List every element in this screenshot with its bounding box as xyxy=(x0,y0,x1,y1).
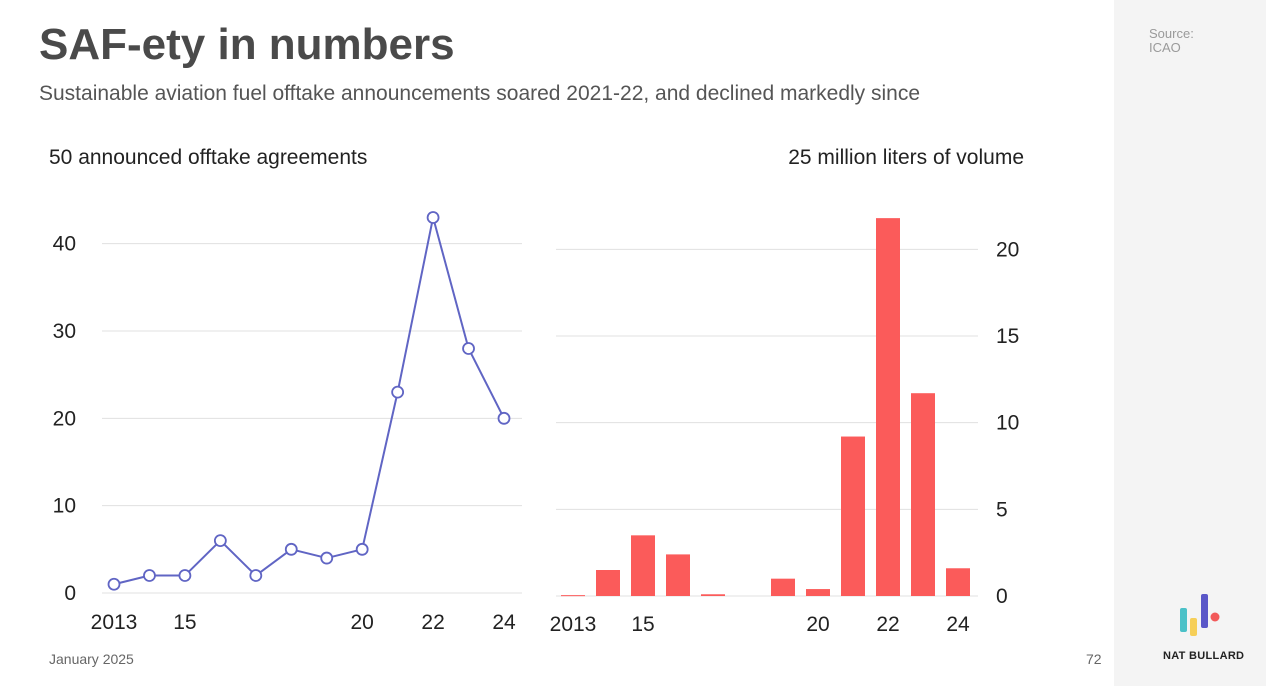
source-label: Source: xyxy=(1149,26,1194,41)
line-y-tick-label: 30 xyxy=(53,320,76,343)
line-y-tick-label: 10 xyxy=(53,495,76,518)
bar xyxy=(841,436,865,596)
logo-bar-teal xyxy=(1180,608,1187,632)
bar xyxy=(631,535,655,596)
bar-chart-title: 25 million liters of volume xyxy=(788,146,1024,169)
data-point xyxy=(143,569,156,582)
line-chart: 0 10 20 30 40 2013 15 20 22 24 xyxy=(53,211,522,634)
bar-y-tick-label: 20 xyxy=(996,238,1019,261)
data-point xyxy=(391,385,405,399)
line-x-tick-label: 2013 xyxy=(91,611,138,634)
brand-logo-icon xyxy=(1180,594,1220,636)
bar-x-tick-label: 24 xyxy=(946,613,970,636)
line-x-tick-label: 15 xyxy=(173,611,196,634)
bar-x-tick-label: 15 xyxy=(631,613,654,636)
bar xyxy=(911,393,935,596)
data-point xyxy=(426,211,440,224)
sidebar xyxy=(1114,0,1266,686)
bar xyxy=(806,589,830,596)
bar xyxy=(701,594,725,596)
page-number: 72 xyxy=(1086,651,1102,667)
logo-bar-purple xyxy=(1201,594,1208,628)
footer-date: January 2025 xyxy=(49,651,134,667)
page-subtitle: Sustainable aviation fuel offtake announ… xyxy=(39,82,921,105)
bar xyxy=(561,595,585,597)
line-y-tick-label: 20 xyxy=(53,407,76,430)
bar-y-tick-label: 0 xyxy=(996,585,1008,608)
bar-y-tick-label: 5 xyxy=(996,498,1008,521)
line-y-tick-label: 40 xyxy=(53,233,76,256)
bar xyxy=(946,568,970,596)
page-title: SAF-ety in numbers xyxy=(39,20,455,69)
bar-x-tick-label: 20 xyxy=(806,613,829,636)
data-point xyxy=(497,411,511,425)
bar xyxy=(596,570,620,596)
bar xyxy=(771,578,795,596)
bar-y-tick-label: 15 xyxy=(996,325,1019,348)
bar-x-tick-label: 22 xyxy=(876,613,899,636)
logo-dot xyxy=(1210,612,1220,622)
data-point xyxy=(249,569,263,582)
data-point xyxy=(107,577,121,591)
source-note: Source: ICAO xyxy=(1149,27,1194,55)
bar xyxy=(666,554,690,596)
line-y-tick-label: 0 xyxy=(64,582,76,605)
bar xyxy=(876,218,900,596)
data-point xyxy=(462,342,475,355)
bar-y-tick-label: 10 xyxy=(996,412,1019,435)
source-name: ICAO xyxy=(1149,40,1181,55)
data-point xyxy=(320,551,334,565)
logo-bar-yellow xyxy=(1190,618,1197,636)
slide-main: SAF-ety in numbers Sustainable aviation … xyxy=(39,20,1102,667)
data-point xyxy=(178,569,192,582)
data-point xyxy=(355,542,369,556)
line-chart-title: 50 announced offtake agreements xyxy=(49,146,368,169)
bar-chart: 0 5 10 15 20 2013 15 20 22 24 xyxy=(550,218,1019,636)
brand-name: NAT BULLARD xyxy=(1163,650,1245,662)
bar-x-tick-label: 2013 xyxy=(550,613,597,636)
line-x-tick-label: 20 xyxy=(351,611,374,634)
line-x-tick-label: 24 xyxy=(492,611,516,634)
data-point xyxy=(284,542,298,556)
line-x-tick-label: 22 xyxy=(421,611,444,634)
data-point xyxy=(213,534,227,547)
